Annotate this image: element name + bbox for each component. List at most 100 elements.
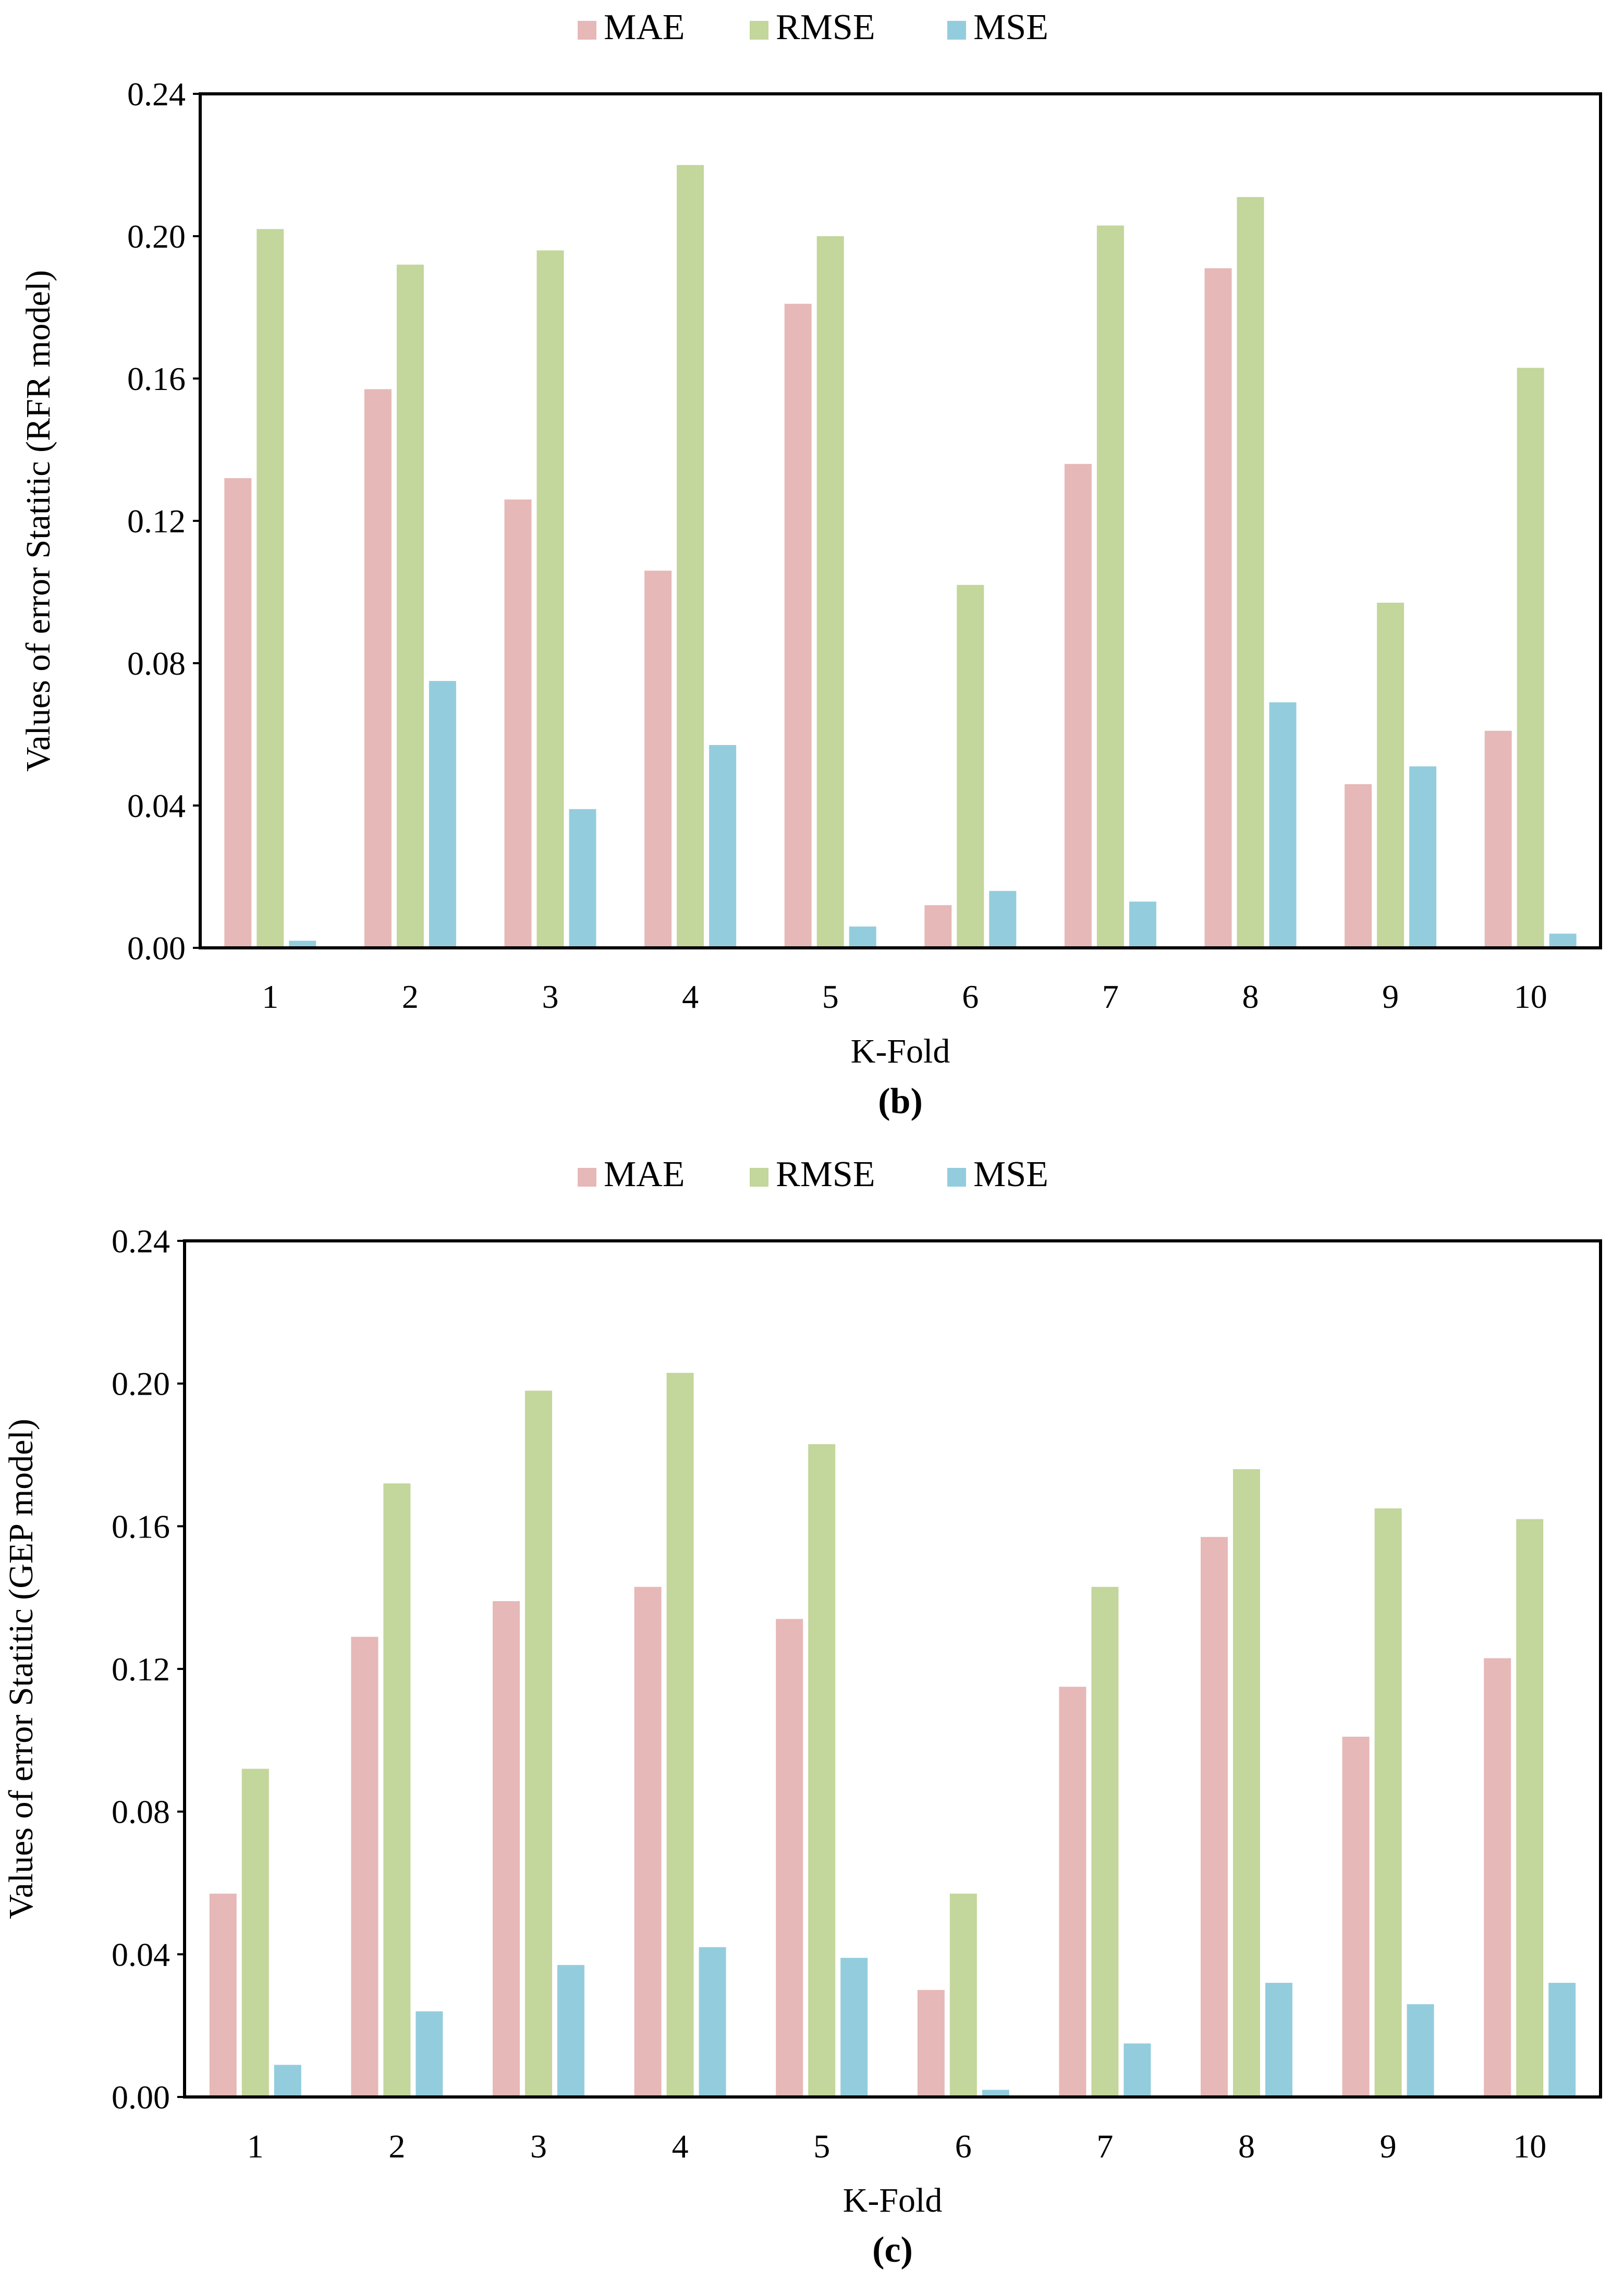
y-tick-label: 0.04 bbox=[112, 1936, 170, 1973]
bar-rmse-fold-3 bbox=[525, 1391, 552, 2097]
legend-label-mse: MSE bbox=[973, 7, 1048, 47]
bar-rmse-fold-8 bbox=[1237, 197, 1264, 948]
legend-swatch-mse bbox=[947, 21, 966, 40]
bar-mse-fold-2 bbox=[416, 2011, 443, 2097]
y-tick-label: 0.24 bbox=[127, 76, 186, 113]
bar-mse-fold-7 bbox=[1124, 2043, 1151, 2097]
legend-swatch-mse bbox=[947, 1168, 966, 1187]
bar-mae-fold-7 bbox=[1064, 464, 1092, 948]
bar-mae-fold-1 bbox=[224, 478, 252, 948]
chart-panel-b: MAE RMSE MSE 0.00 0.04 0.08 0.12 0.16 0.20 0.24 1 2… bbox=[19, 7, 1602, 1121]
legend-label-mae: MAE bbox=[604, 1154, 685, 1194]
x-tick-label: 2 bbox=[388, 2128, 405, 2165]
y-tick-label: 0.16 bbox=[112, 1508, 170, 1545]
x-tick-label: 10 bbox=[1513, 2128, 1546, 2165]
bar-rmse-fold-7 bbox=[1091, 1587, 1119, 2097]
bar-rmse-fold-5 bbox=[808, 1444, 836, 2097]
bar-mae-fold-3 bbox=[493, 1601, 520, 2097]
bar-rmse-fold-4 bbox=[677, 165, 704, 948]
x-tick-label: 6 bbox=[955, 2128, 972, 2165]
legend-label-mse: MSE bbox=[973, 1154, 1048, 1194]
bar-mse-fold-9 bbox=[1407, 2004, 1434, 2097]
x-tick-label: 8 bbox=[1238, 2128, 1255, 2165]
x-tick-label: 2 bbox=[402, 978, 419, 1015]
bar-mse-fold-4 bbox=[709, 745, 737, 948]
bar-mse-fold-5 bbox=[849, 926, 876, 948]
legend-swatch-rmse bbox=[750, 1168, 768, 1187]
bar-mae-fold-10 bbox=[1484, 1658, 1511, 2097]
y-tick-label: 0.20 bbox=[127, 218, 186, 255]
bar-mse-fold-3 bbox=[569, 809, 596, 948]
x-tick-label: 9 bbox=[1380, 2128, 1397, 2165]
bar-mae-fold-1 bbox=[209, 1894, 237, 2097]
bar-rmse-fold-8 bbox=[1233, 1469, 1260, 2097]
y-tick-label: 0.20 bbox=[112, 1365, 170, 1402]
x-tick-label: 4 bbox=[672, 2128, 689, 2165]
bar-rmse-fold-2 bbox=[383, 1483, 411, 2097]
bar-mse-fold-3 bbox=[557, 1965, 584, 2097]
bar-mae-fold-9 bbox=[1345, 784, 1372, 948]
bar-mse-fold-10 bbox=[1549, 933, 1577, 948]
y-tick-label: 0.12 bbox=[127, 503, 186, 540]
bar-mse-fold-9 bbox=[1409, 766, 1437, 948]
bar-rmse-fold-4 bbox=[666, 1373, 694, 2097]
x-tick-label: 3 bbox=[542, 978, 559, 1015]
bar-mse-fold-1 bbox=[274, 2065, 301, 2097]
x-axis-title: K-Fold bbox=[843, 2181, 943, 2219]
bar-mae-fold-5 bbox=[784, 303, 812, 948]
bar-mae-fold-5 bbox=[776, 1619, 803, 2097]
bar-rmse-fold-6 bbox=[957, 584, 984, 948]
bar-mae-fold-2 bbox=[364, 389, 392, 948]
bar-mae-fold-3 bbox=[504, 499, 532, 948]
bar-mse-fold-8 bbox=[1269, 702, 1297, 948]
x-tick-label: 6 bbox=[962, 978, 979, 1015]
plot-frame bbox=[199, 92, 1602, 949]
chart-panel-c: MAE RMSE MSE 0.00 0.04 0.08 0.12 0.16 0.20 0.24 1 2… bbox=[2, 1154, 1602, 2270]
bar-mse-fold-10 bbox=[1548, 1983, 1576, 2097]
y-tick-label: 0.08 bbox=[112, 1794, 170, 1831]
bar-rmse-fold-1 bbox=[241, 1768, 269, 2097]
bar-mse-fold-6 bbox=[989, 891, 1017, 948]
x-tick-label: 4 bbox=[682, 978, 699, 1015]
x-tick-label: 3 bbox=[530, 2128, 547, 2165]
x-tick-label: 9 bbox=[1382, 978, 1399, 1015]
plot-frame bbox=[183, 1239, 1602, 2099]
bar-rmse-fold-2 bbox=[396, 264, 424, 948]
bar-rmse-fold-9 bbox=[1377, 602, 1405, 948]
bar-mae-fold-8 bbox=[1201, 1536, 1228, 2097]
x-tick-label: 5 bbox=[813, 2128, 830, 2165]
bar-mae-fold-10 bbox=[1484, 730, 1512, 948]
legend-swatch-rmse bbox=[750, 21, 768, 40]
y-tick-label: 0.12 bbox=[112, 1651, 170, 1688]
x-tick-label: 1 bbox=[262, 978, 278, 1015]
bar-mse-fold-4 bbox=[699, 1947, 726, 2097]
y-tick-label: 0.00 bbox=[127, 930, 186, 967]
legend-label-mae: MAE bbox=[604, 7, 685, 47]
x-tick-label: 10 bbox=[1514, 978, 1547, 1015]
bar-mse-fold-7 bbox=[1129, 901, 1156, 948]
bar-mae-fold-8 bbox=[1204, 268, 1232, 948]
y-axis-title: Values of error Statitic (RFR model) bbox=[19, 270, 57, 772]
bar-mse-fold-2 bbox=[429, 681, 456, 948]
bar-rmse-fold-6 bbox=[949, 1894, 977, 2097]
legend-swatch-mae bbox=[578, 1168, 596, 1187]
bar-rmse-fold-7 bbox=[1096, 225, 1124, 948]
bar-mse-fold-1 bbox=[289, 941, 316, 948]
bar-rmse-fold-1 bbox=[257, 229, 284, 948]
x-tick-label: 7 bbox=[1102, 978, 1119, 1015]
bar-mse-fold-8 bbox=[1265, 1983, 1292, 2097]
bar-mae-fold-4 bbox=[634, 1587, 662, 2097]
bar-mae-fold-9 bbox=[1342, 1736, 1370, 2097]
legend-swatch-mae bbox=[578, 21, 596, 40]
bar-rmse-fold-3 bbox=[536, 250, 564, 948]
bar-mae-fold-6 bbox=[924, 905, 952, 948]
bar-mse-fold-5 bbox=[840, 1958, 868, 2097]
legend-label-rmse: RMSE bbox=[776, 7, 875, 47]
y-axis-title: Values of error Statitic (GEP model) bbox=[2, 1419, 40, 1919]
bar-mse-fold-6 bbox=[982, 2090, 1009, 2097]
bar-rmse-fold-10 bbox=[1516, 1519, 1544, 2097]
bar-mae-fold-2 bbox=[351, 1637, 378, 2097]
panel-label: (c) bbox=[872, 2230, 913, 2270]
x-axis-title: K-Fold bbox=[851, 1032, 950, 1070]
y-tick-label: 0.04 bbox=[127, 787, 186, 824]
